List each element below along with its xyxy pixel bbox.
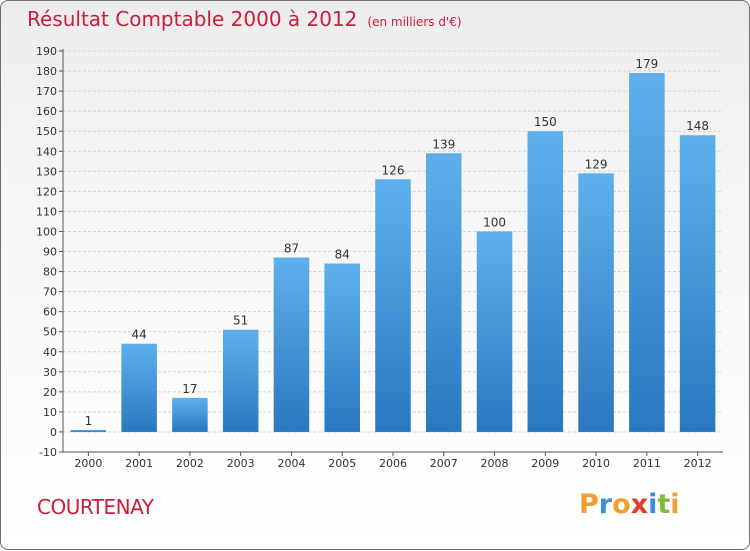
y-tick-label: 140	[36, 145, 57, 158]
logo-letter: i	[648, 489, 658, 520]
data-label: 84	[335, 248, 350, 262]
y-tick-label: 80	[43, 266, 57, 279]
y-tick-label: 150	[36, 125, 57, 138]
data-label: 87	[284, 242, 299, 256]
logo-letter: r	[598, 489, 613, 520]
data-label: 1	[85, 414, 93, 428]
x-tick-label: 2000	[74, 457, 102, 470]
y-tick-label: 50	[43, 326, 57, 339]
y-tick-label: 30	[43, 366, 57, 379]
logo-letter: i	[670, 489, 680, 520]
x-tick-label: 2009	[531, 457, 559, 470]
bar	[172, 397, 208, 432]
bar	[375, 179, 411, 432]
data-label: 179	[635, 57, 658, 71]
chart-subtitle: (en milliers d'€)	[367, 15, 462, 29]
y-tick-label: 110	[36, 205, 57, 218]
data-label: 17	[182, 382, 197, 396]
y-tick-label: 190	[36, 45, 57, 58]
logo-letter: o	[612, 489, 631, 520]
data-label: 51	[233, 314, 248, 328]
y-tick-label: 60	[43, 306, 57, 319]
y-tick-label: 70	[43, 286, 57, 299]
y-tick-label: 100	[36, 225, 57, 238]
title-text: Résultat Comptable 2000 à 2012	[27, 7, 358, 31]
x-tick-label: 2006	[379, 457, 407, 470]
data-label: 148	[686, 119, 709, 133]
data-label: 44	[132, 328, 147, 342]
bar	[324, 263, 360, 432]
chart-title: Résultat Comptable 2000 à 2012 (en millie…	[27, 7, 462, 31]
proxiti-logo: Proxiti	[579, 489, 680, 520]
y-tick-label: 180	[36, 65, 57, 78]
y-tick-label: 90	[43, 246, 57, 259]
x-tick-label: 2007	[430, 457, 458, 470]
bar	[476, 231, 513, 432]
logo-letter: t	[657, 489, 671, 520]
bar	[273, 257, 310, 432]
y-tick-label: 0	[50, 426, 57, 439]
bar	[222, 329, 259, 432]
x-tick-label: 2004	[277, 457, 305, 470]
y-tick-label: 20	[43, 386, 57, 399]
bar	[70, 429, 107, 432]
data-label: 129	[585, 157, 608, 171]
bar	[121, 343, 157, 432]
x-tick-label: 2008	[481, 457, 509, 470]
x-tick-label: 2005	[328, 457, 356, 470]
data-label: 139	[432, 137, 455, 151]
logo-letter: P	[579, 489, 599, 520]
commune-name: COURTENAY	[37, 495, 154, 519]
x-tick-label: 2002	[176, 457, 204, 470]
y-tick-label: 40	[43, 346, 57, 359]
data-label: 126	[382, 163, 405, 177]
bar	[426, 153, 462, 432]
y-tick-label: 10	[43, 406, 57, 419]
bar	[578, 173, 614, 432]
x-tick-label: 2011	[633, 457, 661, 470]
x-tick-label: 2010	[582, 457, 610, 470]
data-label: 100	[483, 215, 506, 229]
y-tick-label: -10	[39, 446, 57, 459]
bar	[679, 135, 716, 432]
y-tick-label: 170	[36, 85, 57, 98]
data-label: 150	[534, 115, 557, 129]
y-tick-label: 160	[36, 105, 57, 118]
x-tick-label: 2001	[125, 457, 153, 470]
y-tick-label: 130	[36, 165, 57, 178]
y-tick-label: 120	[36, 185, 57, 198]
bar	[629, 73, 665, 432]
x-tick-label: 2003	[227, 457, 255, 470]
logo-letter: x	[630, 489, 649, 520]
bar	[527, 131, 564, 432]
x-tick-label: 2012	[684, 457, 712, 470]
